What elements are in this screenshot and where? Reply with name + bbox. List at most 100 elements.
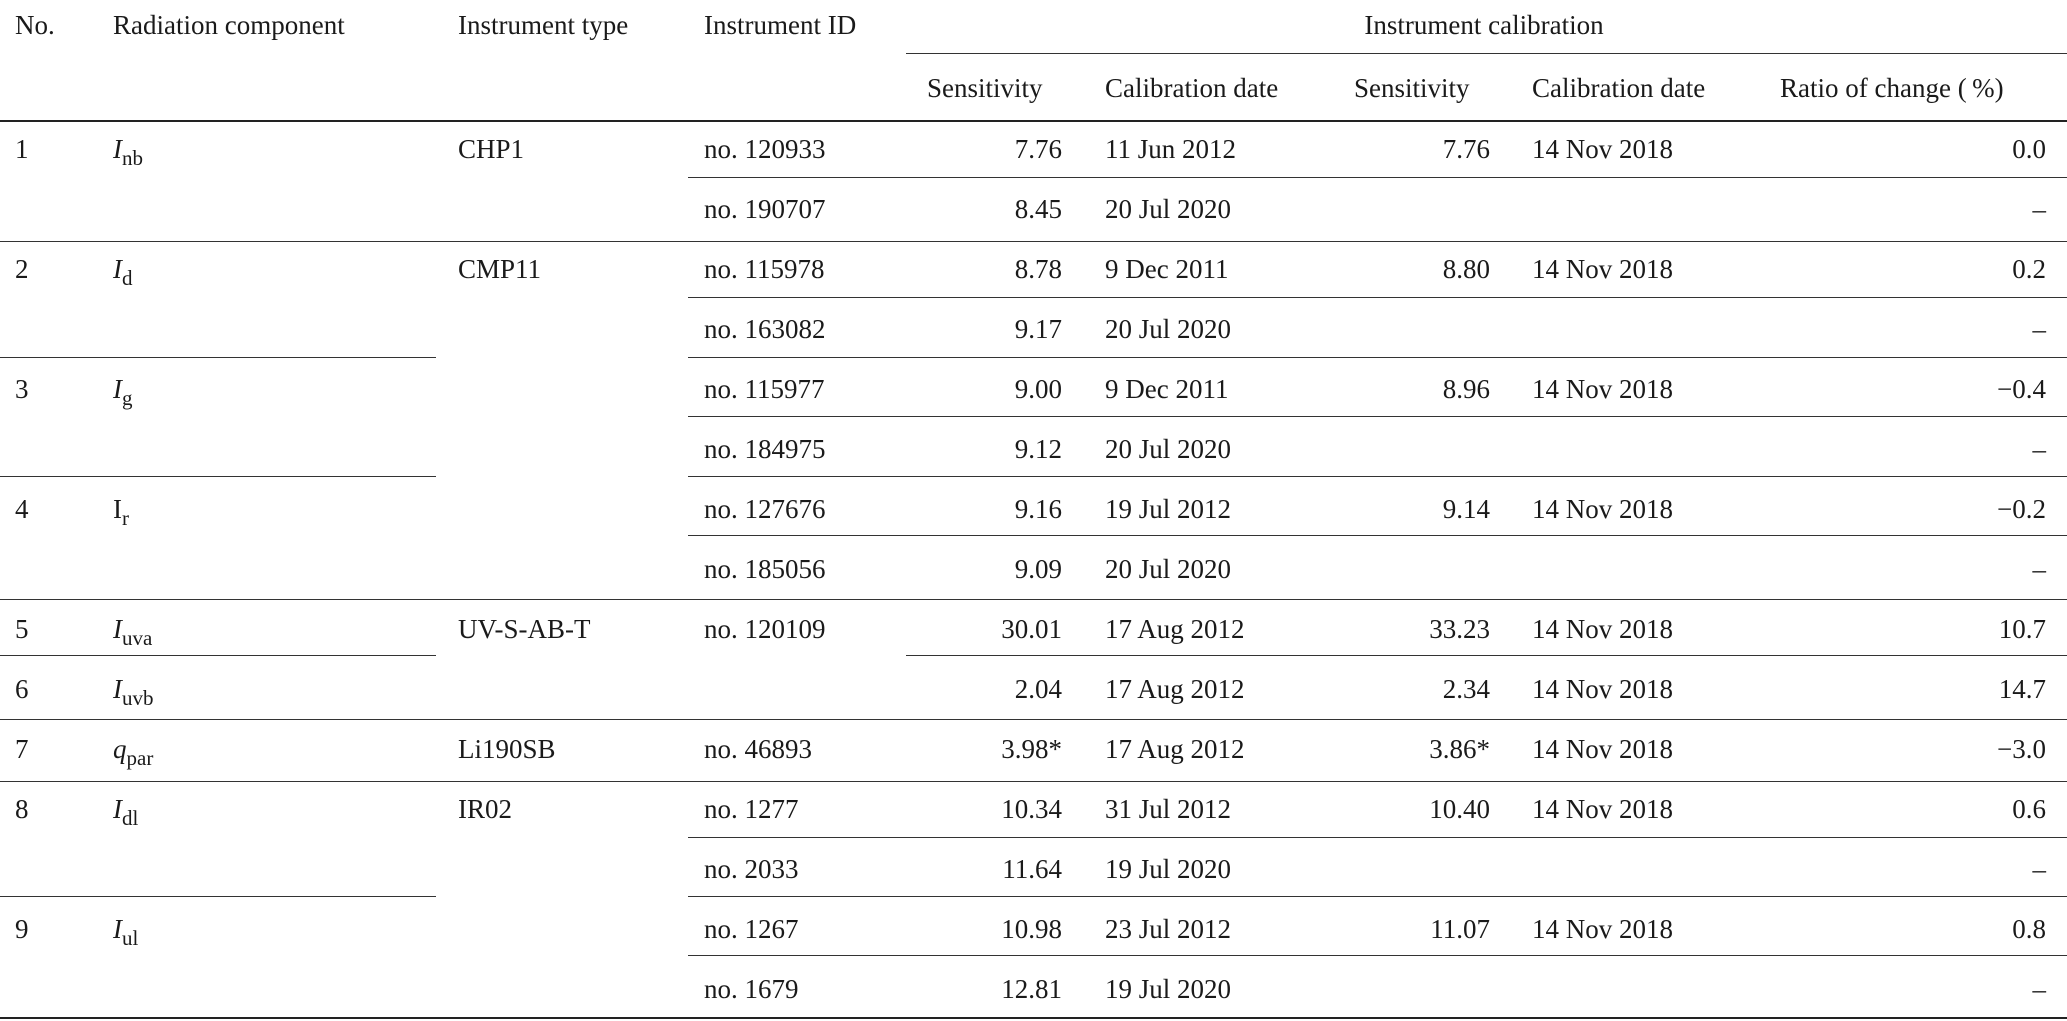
component-symbol: Id (113, 253, 133, 289)
cell-date2: 14 Nov 2018 (1532, 254, 1673, 284)
component-symbol-base: I (113, 254, 122, 284)
cell-date1: 9 Dec 2011 (1105, 254, 1229, 284)
component-symbol-base: I (113, 494, 122, 524)
cell-sens1: 10.34 (1001, 794, 1062, 824)
row-rule (0, 781, 2067, 782)
cell-date1: 23 Jul 2012 (1105, 914, 1232, 944)
cell-sens1: 9.09 (1014, 554, 1062, 584)
cell-sens1: 9.00 (1014, 374, 1062, 404)
header-sensitivity-1: Sensitivity (927, 73, 1043, 103)
component-number: 9 (15, 914, 29, 944)
header-no: No. (15, 10, 55, 40)
component-symbol-subscript: uvb (122, 686, 154, 710)
header-calibration-date-1: Calibration date (1105, 73, 1279, 103)
cell-sens1: 3.98* (1001, 734, 1062, 764)
cell-date1: 20 Jul 2020 (1105, 194, 1232, 224)
cell-ratio: 0.2 (2012, 254, 2046, 284)
row-rule (0, 896, 436, 897)
cell-sens2: 8.96 (1442, 374, 1490, 404)
component-number: 8 (15, 794, 29, 824)
cell-date1: 19 Jul 2012 (1105, 494, 1232, 524)
component-number: 2 (15, 254, 29, 284)
cell-ratio: 0.8 (2012, 914, 2046, 944)
cell-sens1: 2.04 (1014, 674, 1062, 704)
component-number: 6 (15, 674, 29, 704)
component-symbol-subscript: g (122, 386, 133, 410)
row-rule (688, 535, 2067, 536)
row-rule (0, 655, 436, 656)
component-symbol-subscript: dl (122, 806, 139, 830)
cell-ratio: 10.7 (1998, 614, 2046, 644)
header-sensitivity-2: Sensitivity (1354, 73, 1470, 103)
row-rule (0, 357, 436, 358)
header-ratio-of-change: Ratio of change ( %) (1780, 73, 2004, 103)
row-rule (688, 297, 2067, 298)
cell-sens2: 3.86* (1429, 734, 1490, 764)
row-rule (688, 416, 2067, 417)
cell-sens1: 12.81 (1001, 974, 1062, 1004)
cell-id: no. 120933 (704, 134, 826, 164)
cell-date2: 14 Nov 2018 (1532, 914, 1673, 944)
instrument-type: UV-S-AB-T (458, 614, 591, 644)
header-instrument-id: Instrument ID (704, 10, 857, 40)
component-number: 1 (15, 134, 29, 164)
cell-sens1: 7.76 (1014, 134, 1062, 164)
cell-id: no. 1679 (704, 974, 799, 1004)
component-symbol: Iul (113, 913, 138, 949)
row-rule (688, 177, 2067, 178)
row-rule (688, 955, 2067, 956)
row-rule (688, 476, 2067, 477)
row-rule (0, 1017, 2067, 1019)
component-symbol-base: I (113, 674, 122, 704)
component-symbol: Idl (113, 793, 138, 829)
cell-id: no. 46893 (704, 734, 812, 764)
component-symbol-base: I (113, 794, 122, 824)
cell-sens2: 7.76 (1442, 134, 1490, 164)
instrument-type: Li190SB (458, 734, 556, 764)
cell-id: no. 127676 (704, 494, 826, 524)
row-rule (688, 837, 2067, 838)
cell-ratio: – (2032, 434, 2047, 464)
cell-id: no. 163082 (704, 314, 826, 344)
component-symbol-base: I (113, 914, 122, 944)
cell-ratio: 14.7 (1998, 674, 2046, 704)
instrument-type: CMP11 (458, 254, 542, 284)
cell-date2: 14 Nov 2018 (1532, 374, 1673, 404)
cell-id: no. 115978 (704, 254, 825, 284)
cell-date1: 19 Jul 2020 (1105, 974, 1232, 1004)
cell-date2: 14 Nov 2018 (1532, 614, 1673, 644)
cell-sens1: 8.45 (1014, 194, 1062, 224)
cell-id: no. 2033 (704, 854, 799, 884)
header-instrument-type: Instrument type (458, 10, 629, 40)
component-number: 7 (15, 734, 29, 764)
cell-ratio: −0.2 (1997, 494, 2046, 524)
cell-ratio: −3.0 (1997, 734, 2046, 764)
cell-sens1: 9.17 (1014, 314, 1062, 344)
component-number: 4 (15, 494, 29, 524)
cell-date1: 17 Aug 2012 (1105, 674, 1245, 704)
instrument-type: CHP1 (458, 134, 525, 164)
cell-date2: 14 Nov 2018 (1532, 134, 1673, 164)
header-calibration-date-2: Calibration date (1532, 73, 1706, 103)
cell-date1: 20 Jul 2020 (1105, 554, 1232, 584)
cell-date1: 20 Jul 2020 (1105, 314, 1232, 344)
row-rule (0, 599, 2067, 600)
cell-ratio: – (2032, 974, 2047, 1004)
component-symbol-base: q (113, 734, 127, 764)
cell-date2: 14 Nov 2018 (1532, 674, 1673, 704)
cell-sens2: 10.40 (1429, 794, 1490, 824)
instrument-type: IR02 (458, 794, 512, 824)
cell-ratio: – (2032, 554, 2047, 584)
header-instrument-calibration: Instrument calibration (1364, 10, 1604, 40)
cell-id: no. 190707 (704, 194, 826, 224)
component-symbol-base: I (113, 614, 122, 644)
cell-ratio: 0.6 (2012, 794, 2046, 824)
cell-date1: 17 Aug 2012 (1105, 614, 1245, 644)
row-rule (906, 53, 2067, 54)
row-rule (688, 896, 2067, 897)
cell-sens2: 33.23 (1429, 614, 1490, 644)
component-symbol-subscript: uva (122, 626, 153, 650)
cell-date1: 9 Dec 2011 (1105, 374, 1229, 404)
cell-sens1: 9.16 (1014, 494, 1062, 524)
component-symbol: Inb (113, 133, 143, 169)
